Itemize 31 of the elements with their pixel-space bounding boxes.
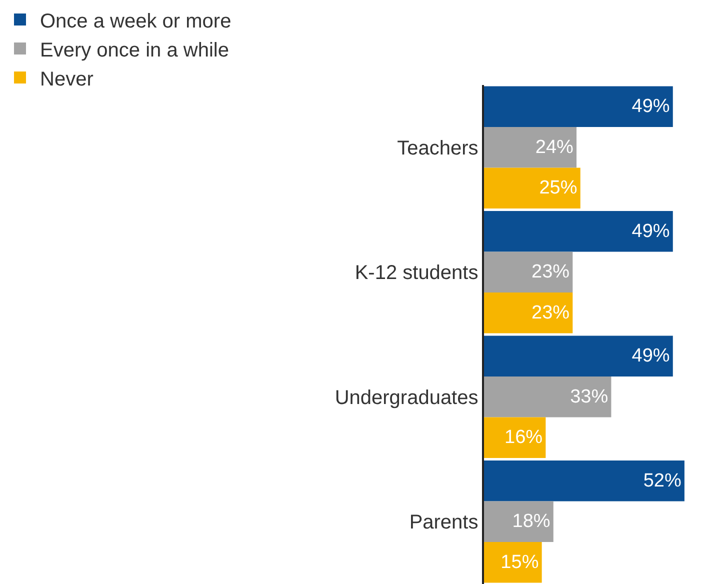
data-label: 33% bbox=[570, 386, 608, 408]
data-label: 18% bbox=[512, 511, 550, 532]
legend-label: Every once in a while bbox=[40, 39, 229, 62]
bar bbox=[484, 542, 542, 583]
legend-label: Never bbox=[40, 68, 94, 90]
bar bbox=[484, 211, 673, 252]
data-label: 16% bbox=[504, 427, 543, 448]
data-label: 49% bbox=[632, 220, 670, 242]
bar bbox=[484, 252, 573, 292]
bar bbox=[484, 86, 673, 127]
legend-label: Once a week or more bbox=[40, 10, 232, 32]
data-label: 25% bbox=[539, 178, 578, 199]
bar bbox=[484, 168, 580, 208]
data-label: 23% bbox=[532, 302, 570, 324]
data-label: 52% bbox=[643, 470, 682, 492]
data-label: 49% bbox=[632, 346, 670, 367]
bar bbox=[484, 127, 577, 168]
data-label: 24% bbox=[535, 136, 574, 158]
bar bbox=[484, 417, 546, 458]
bar bbox=[484, 292, 573, 334]
bar bbox=[484, 501, 554, 542]
data-label: 23% bbox=[532, 262, 570, 283]
bar bbox=[484, 336, 673, 376]
data-label: 49% bbox=[632, 96, 670, 118]
bar bbox=[484, 460, 684, 502]
y-tick-label: Undergraduates bbox=[334, 386, 478, 409]
bar bbox=[484, 376, 612, 418]
y-tick-label: Parents bbox=[409, 512, 478, 534]
y-tick-label: Teachers bbox=[397, 137, 478, 160]
y-tick-label: K-12 students bbox=[354, 262, 478, 284]
data-label: 15% bbox=[500, 552, 539, 573]
